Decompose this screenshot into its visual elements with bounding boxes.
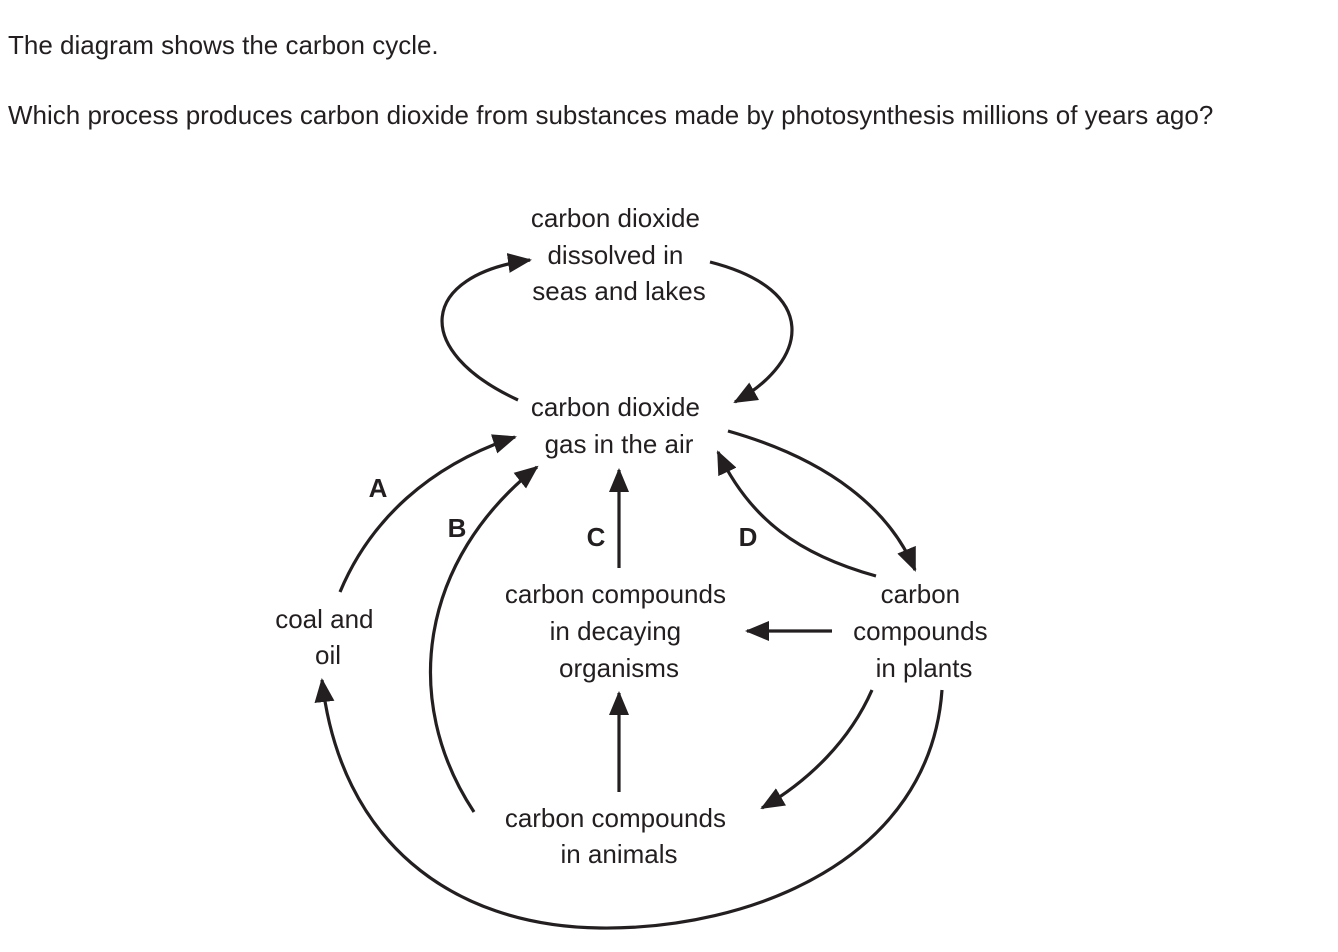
arrow-plants-to-animals [760, 689, 874, 810]
node-air: carbon dioxide gas in the air [531, 392, 707, 459]
arrow-b-animals-to-air [428, 465, 539, 813]
arrow-plants-to-coal [314, 678, 944, 930]
arrow-dissolved-to-air [709, 260, 794, 404]
node-dissolved: carbon dioxide dissolved in seas and lak… [531, 203, 707, 306]
node-decaying-organisms: carbon compounds in decaying organisms [505, 579, 733, 683]
arrow-air-to-plants [727, 429, 917, 572]
arrow-air-to-dissolved [440, 253, 532, 402]
node-animals: carbon compounds in animals [505, 803, 733, 869]
node-coal-and-oil: coal and oil [275, 604, 381, 670]
node-plants: carbon compounds in plants [853, 579, 995, 683]
question-intro: The diagram shows the carbon cycle. [8, 30, 439, 60]
label-a: A [369, 473, 388, 503]
label-c: C [587, 522, 606, 552]
label-b: B [448, 513, 467, 543]
label-d: D [739, 522, 758, 552]
question-prompt: Which process produces carbon dioxide fr… [8, 100, 1214, 130]
arrow-d-plants-to-air [716, 450, 877, 578]
arrow-a-coal-to-air [338, 434, 517, 593]
